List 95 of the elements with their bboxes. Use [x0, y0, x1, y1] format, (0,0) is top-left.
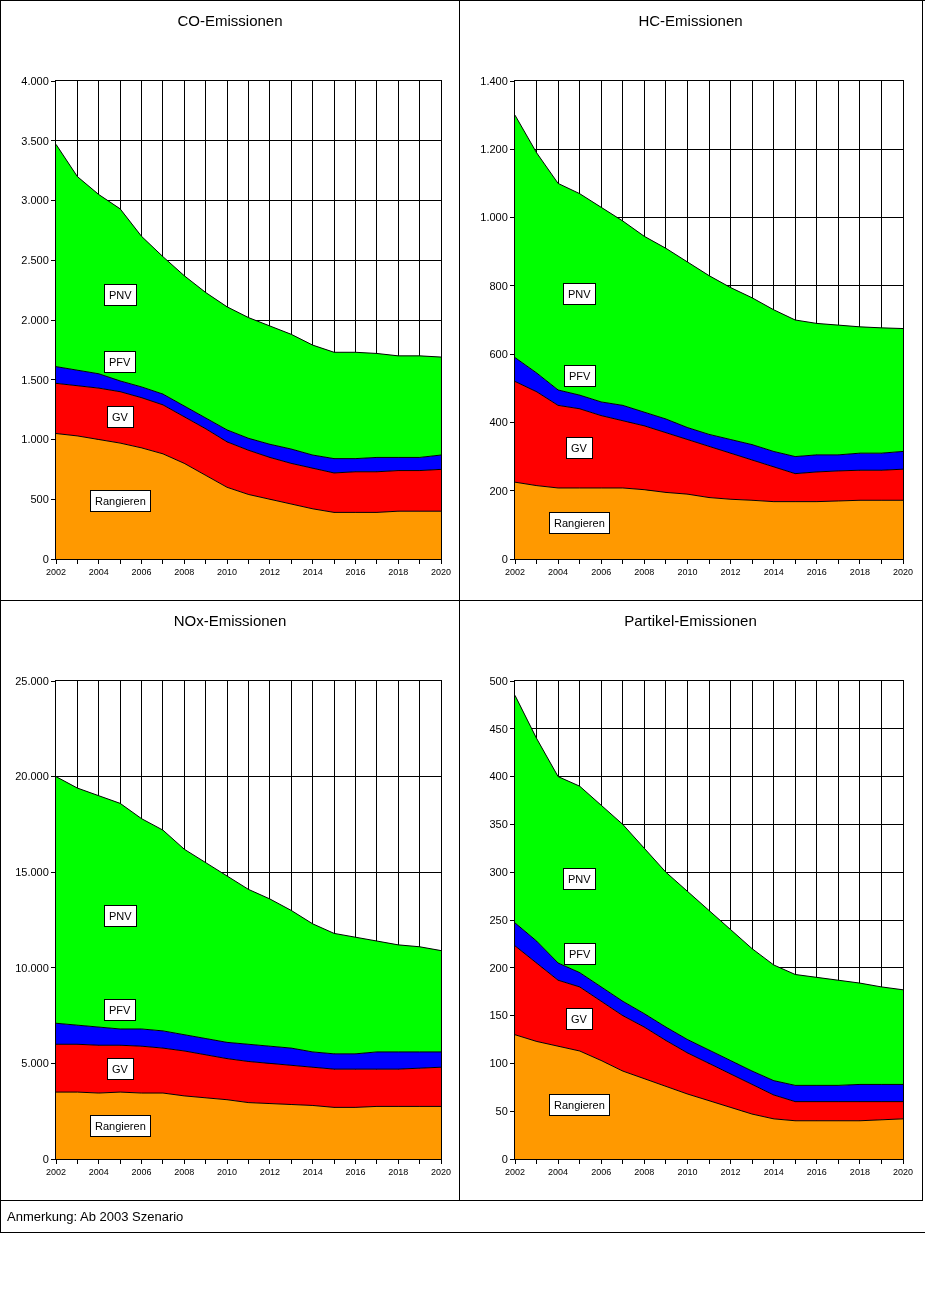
y-tick-label: 400: [489, 770, 508, 783]
x-tick-label: 2002: [45, 1166, 67, 1177]
y-tick-label: 600: [489, 347, 508, 360]
series-label: PFV: [109, 1004, 132, 1016]
x-tick-label: 2012: [259, 566, 280, 577]
x-tick-label: 2004: [548, 1166, 569, 1177]
y-tick-label: 2.500: [21, 254, 49, 267]
y-tick-label: 0: [501, 552, 508, 565]
y-tick-label: 1.000: [480, 211, 508, 224]
series-label: PNV: [568, 288, 592, 300]
series-label: PNV: [109, 910, 133, 922]
x-tick-label: 2020: [892, 1166, 914, 1177]
x-tick-label: 2016: [806, 1166, 827, 1177]
x-tick-label: 2014: [302, 1166, 323, 1177]
x-tick-label: 2008: [174, 1166, 195, 1177]
series-label: GV: [571, 1013, 588, 1025]
x-tick-label: 2016: [345, 566, 366, 577]
y-tick-label: 3.000: [21, 194, 49, 207]
x-tick-label: 2010: [677, 566, 698, 577]
x-tick-label: 2016: [345, 1166, 366, 1177]
series-label: Rangieren: [554, 517, 605, 529]
y-tick-label: 3.500: [21, 134, 49, 147]
chart-title: NOx-Emissionen: [173, 612, 287, 630]
x-tick-label: 2020: [430, 1166, 452, 1177]
y-tick-label: 100: [489, 1057, 508, 1070]
y-tick-label: 500: [30, 493, 49, 506]
y-tick-label: 500: [489, 674, 508, 687]
x-tick-label: 2010: [217, 566, 238, 577]
x-tick-label: 2018: [388, 1166, 409, 1177]
x-tick-label: 2006: [131, 566, 152, 577]
y-tick-label: 0: [42, 552, 49, 565]
y-tick-label: 25.000: [15, 674, 49, 687]
x-tick-label: 2008: [634, 1166, 655, 1177]
y-tick-label: 450: [489, 722, 508, 735]
x-tick-label: 2006: [591, 1166, 612, 1177]
y-tick-label: 50: [495, 1105, 508, 1118]
x-tick-label: 2010: [677, 1166, 698, 1177]
x-tick-label: 2012: [720, 1166, 741, 1177]
y-tick-label: 1.400: [480, 74, 508, 87]
x-tick-label: 2020: [892, 566, 914, 577]
x-tick-label: 2014: [302, 566, 323, 577]
x-tick-label: 2012: [259, 1166, 280, 1177]
x-tick-label: 2008: [174, 566, 195, 577]
x-tick-label: 2014: [763, 566, 784, 577]
y-tick-label: 200: [489, 961, 508, 974]
y-tick-label: 0: [42, 1152, 49, 1165]
y-tick-label: 150: [489, 1009, 508, 1022]
series-label: GV: [571, 442, 588, 454]
y-tick-label: 800: [489, 279, 508, 292]
series-label: PNV: [109, 289, 133, 301]
y-tick-label: 1.500: [21, 373, 49, 386]
x-tick-label: 2004: [88, 566, 109, 577]
series-label: Rangieren: [554, 1099, 605, 1111]
y-tick-label: 200: [489, 484, 508, 497]
x-tick-label: 2020: [430, 566, 452, 577]
y-tick-label: 20.000: [15, 770, 49, 783]
y-tick-label: 250: [489, 913, 508, 926]
y-tick-label: 4.000: [21, 74, 49, 87]
y-tick-label: 5.000: [21, 1057, 49, 1070]
x-tick-label: 2018: [849, 566, 870, 577]
y-tick-label: 10.000: [15, 961, 49, 974]
series-label: PFV: [109, 356, 132, 368]
x-tick-label: 2008: [634, 566, 655, 577]
x-tick-label: 2004: [88, 1166, 109, 1177]
x-tick-label: 2002: [45, 566, 67, 577]
x-tick-label: 2004: [548, 566, 569, 577]
x-tick-label: 2014: [763, 1166, 784, 1177]
x-tick-label: 2018: [849, 1166, 870, 1177]
y-tick-label: 300: [489, 866, 508, 879]
x-tick-label: 2016: [806, 566, 827, 577]
y-tick-label: 350: [489, 818, 508, 831]
y-tick-label: 400: [489, 416, 508, 429]
x-tick-label: 2006: [131, 1166, 152, 1177]
chart-title: Partikel-Emissionen: [624, 612, 757, 630]
series-label: PFV: [569, 948, 592, 960]
y-tick-label: 0: [501, 1152, 508, 1165]
x-tick-label: 2006: [591, 566, 612, 577]
x-tick-label: 2002: [504, 1166, 526, 1177]
chart-title: CO-Emissionen: [177, 12, 283, 30]
y-tick-label: 1.200: [480, 143, 508, 156]
x-tick-label: 2010: [217, 1166, 238, 1177]
x-tick-label: 2018: [388, 566, 409, 577]
text: Anmerkung: Ab 2003 Szenario: [7, 1209, 185, 1224]
series-label: GV: [112, 1063, 129, 1075]
chart-title: HC-Emissionen: [638, 12, 743, 30]
series-label: PFV: [569, 370, 592, 382]
x-tick-label: 2002: [504, 566, 526, 577]
series-label: PNV: [568, 873, 592, 885]
y-tick-label: 15.000: [15, 866, 49, 879]
series-label: Rangieren: [95, 495, 146, 507]
x-tick-label: 2012: [720, 566, 741, 577]
series-label: GV: [112, 411, 129, 423]
y-tick-label: 1.000: [21, 433, 49, 446]
y-tick-label: 2.000: [21, 313, 49, 326]
series-label: Rangieren: [95, 1120, 146, 1132]
